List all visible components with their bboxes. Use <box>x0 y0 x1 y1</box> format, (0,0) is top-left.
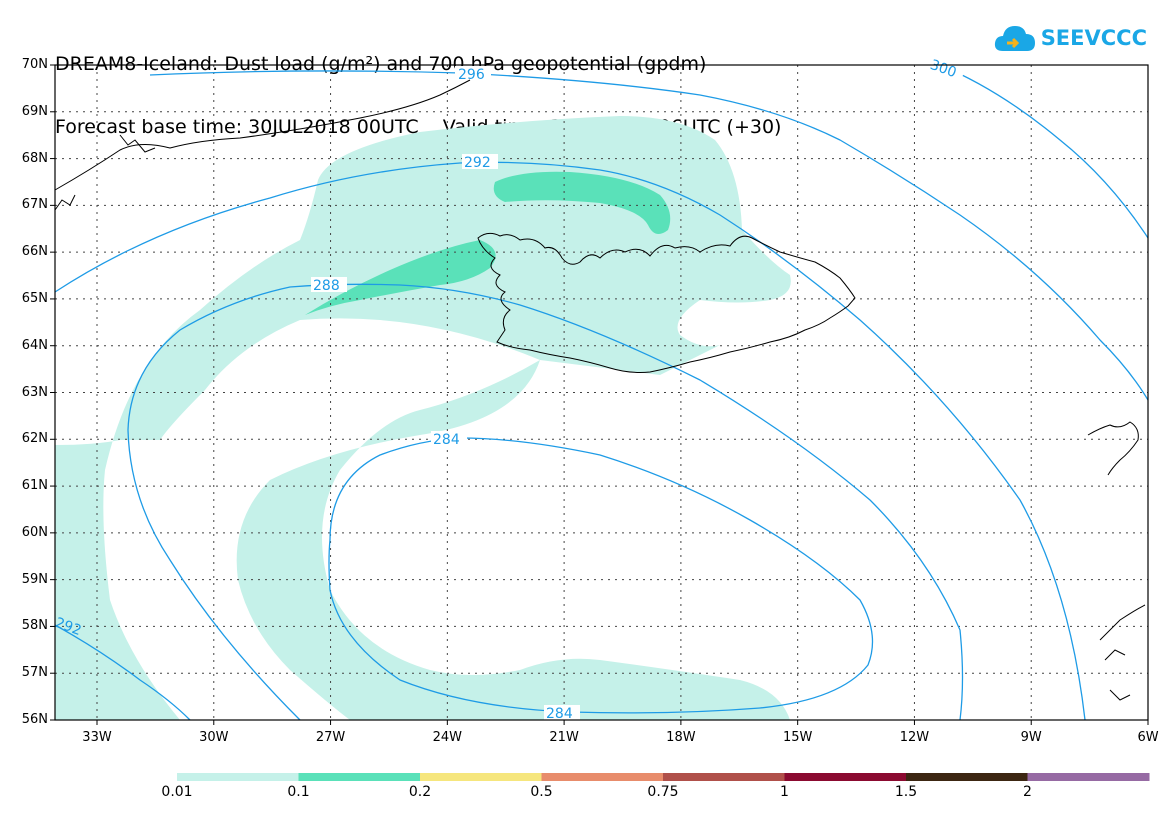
contour-label-284: 284 <box>433 432 460 448</box>
colorbar-swatch <box>784 773 907 781</box>
longitude-label: 9W <box>1020 730 1042 745</box>
latitude-label: 59N <box>21 571 48 587</box>
cloud-icon <box>994 26 1035 51</box>
logo-text: SEEVCCC <box>1040 26 1147 50</box>
longitude-label: 18W <box>666 730 696 745</box>
contour-label-284-bottom: 284 <box>546 706 573 722</box>
colorbar-label: 0.75 <box>647 784 679 800</box>
latitude-label: 66N <box>21 244 48 260</box>
latitude-label: 69N <box>21 103 48 119</box>
colorbar-label: 0.2 <box>408 784 432 800</box>
iceland-coastline <box>477 232 856 373</box>
latitude-label: 60N <box>21 524 48 540</box>
longitude-label: 6W <box>1137 730 1159 745</box>
latitude-label: 63N <box>21 384 48 400</box>
latitude-label: 68N <box>21 150 48 166</box>
latitude-label: 57N <box>21 665 48 681</box>
latitude-label: 56N <box>21 712 48 727</box>
longitude-label: 12W <box>899 730 930 745</box>
colorbar-label: 0.5 <box>530 784 553 800</box>
seevccc-logo: SEEVCCC <box>993 18 1147 58</box>
axis-ticks <box>50 64 1149 725</box>
contour-label-300: 300 <box>928 57 959 81</box>
colorbar-label: 0.01 <box>161 784 193 800</box>
colorbar-swatch <box>420 773 542 781</box>
colorbar-label: 0.1 <box>287 784 310 800</box>
colorbar-label: 2 <box>1023 784 1032 800</box>
colorbar-label: 1 <box>780 784 789 800</box>
colorbar-swatch <box>541 773 664 781</box>
geopotential-contours <box>54 64 1149 721</box>
dust-shading-light <box>55 116 791 720</box>
latitude-label: 61N <box>21 478 48 494</box>
colorbar <box>177 773 1150 781</box>
contour-labels: 296 300 292 288 284 284 292 <box>53 56 966 722</box>
longitude-label: 21W <box>549 730 579 745</box>
latitude-label: 64N <box>21 337 48 353</box>
colorbar-label: 1.5 <box>894 784 918 800</box>
colorbar-swatch <box>663 773 785 781</box>
contour-label-288: 288 <box>313 278 340 294</box>
longitude-label: 15W <box>782 730 813 745</box>
coastlines <box>54 79 1146 701</box>
longitude-label: 30W <box>199 730 229 745</box>
latitude-label: 58N <box>21 618 48 634</box>
colorbar-swatch <box>1027 773 1150 781</box>
longitude-label: 33W <box>82 730 112 745</box>
colorbar-swatch <box>906 773 1028 781</box>
colorbar-swatch <box>177 773 299 781</box>
contour-label-296: 296 <box>458 67 485 83</box>
colorbar-swatch <box>298 773 421 781</box>
latitude-label: 67N <box>21 197 48 213</box>
latitude-label: 65N <box>21 290 48 306</box>
latitude-label: 70N <box>21 57 48 72</box>
longitude-label: 27W <box>315 730 346 745</box>
latitude-label: 62N <box>21 431 48 447</box>
graticule <box>55 65 1148 720</box>
dust-shading-medium <box>305 171 671 315</box>
longitude-label: 24W <box>432 730 463 745</box>
contour-label-292: 292 <box>464 155 491 171</box>
